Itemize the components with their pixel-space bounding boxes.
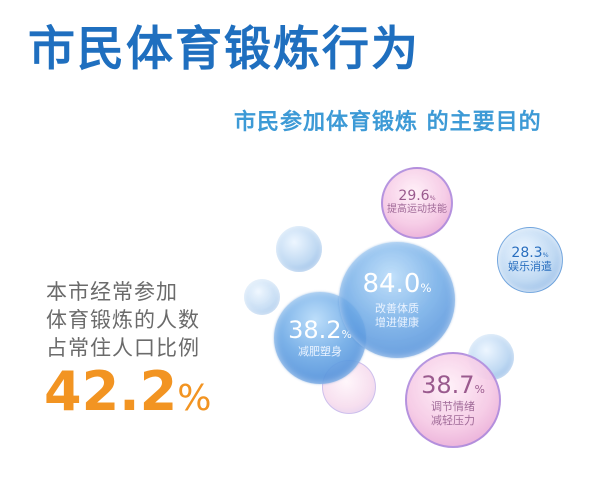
lead-line-1: 本市经常参加: [46, 280, 178, 304]
bubble-leisure: 28.3% 娱乐消遣: [497, 227, 563, 293]
bubble-weight-loss: 38.2% 减肥塑身: [274, 292, 366, 384]
lead-line-2: 体育锻炼的人数: [46, 308, 200, 332]
bubble-label: 提高运动技能: [387, 204, 447, 216]
bubble-value: 84.0%: [362, 268, 432, 299]
bubble-skills: 29.6% 提高运动技能: [381, 167, 453, 239]
bubble-label-line-1: 改善体质: [375, 301, 419, 315]
bubble-label-line-2: 增进健康: [375, 315, 419, 329]
bubble-value: 38.7%: [421, 370, 485, 399]
bubble-health: 84.0% 改善体质 增进健康: [339, 242, 455, 358]
chart-subtitle: 市民参加体育锻炼 的主要目的: [234, 110, 542, 135]
lead-unit: %: [177, 378, 212, 419]
bubble-label: 减肥塑身: [298, 344, 342, 358]
lead-text: 本市经常参加 体育锻炼的人数 占常住人口比例: [46, 278, 200, 362]
bubble-value: 29.6%: [398, 188, 436, 205]
bubble-label: 娱乐消遣: [508, 260, 552, 274]
decorative-bubble: [276, 226, 322, 272]
lead-line-3: 占常住人口比例: [46, 336, 200, 360]
bubble-label-line-1: 调节情绪: [431, 399, 475, 413]
bubble-label-line-2: 减轻压力: [431, 413, 475, 427]
page-title: 市民体育锻炼行为: [28, 22, 420, 77]
bubble-value: 38.2%: [288, 315, 352, 344]
bubble-value: 28.3%: [511, 244, 549, 261]
lead-value: 42.2: [44, 360, 178, 423]
bubble-stress-relief: 38.7% 调节情绪 减轻压力: [405, 352, 501, 448]
lead-percentage: 42.2%: [44, 362, 211, 422]
decorative-bubble: [244, 279, 280, 315]
